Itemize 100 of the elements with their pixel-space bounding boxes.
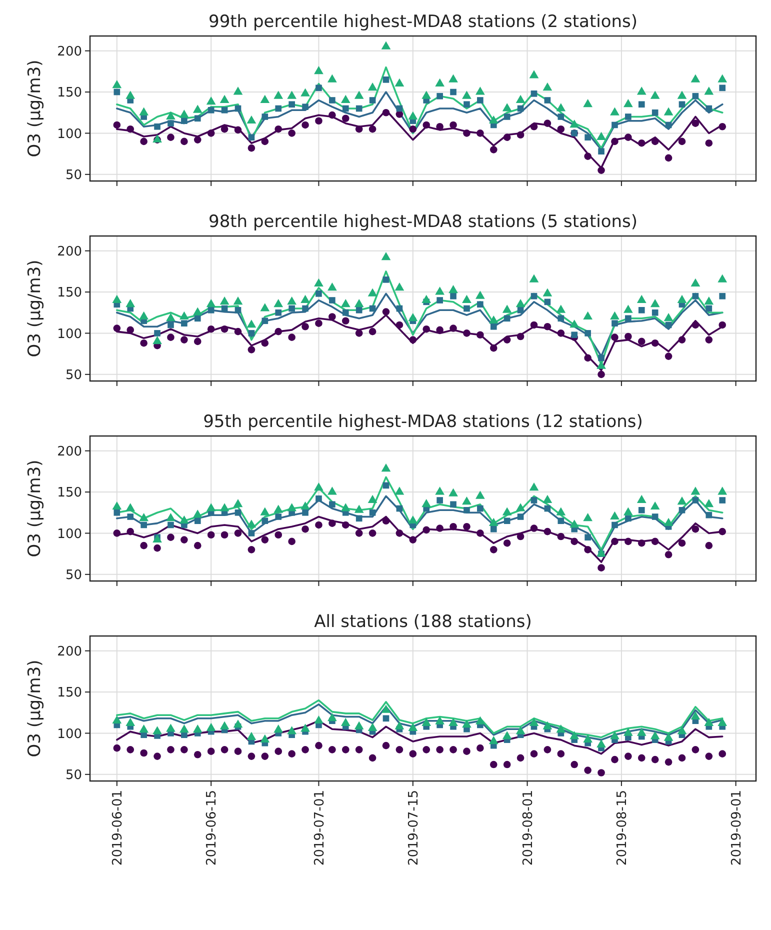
point — [636, 494, 646, 503]
point — [220, 125, 228, 133]
point — [570, 120, 580, 128]
point — [664, 550, 672, 558]
point — [544, 120, 552, 127]
y-axis-title: O3 (μg/m3) — [25, 460, 45, 558]
point — [168, 120, 174, 126]
point — [542, 494, 552, 503]
point — [355, 530, 363, 537]
point — [140, 522, 147, 528]
point — [476, 331, 484, 339]
point — [448, 74, 458, 82]
point — [504, 518, 510, 524]
point — [450, 88, 456, 96]
point — [180, 536, 188, 544]
point — [354, 298, 364, 308]
point — [476, 490, 485, 499]
point — [488, 518, 498, 526]
point — [422, 526, 430, 534]
point — [625, 515, 632, 522]
point — [677, 496, 687, 505]
point — [316, 290, 322, 297]
point — [356, 105, 362, 112]
y-axis-title: O3 (μg/m3) — [25, 260, 45, 358]
point — [422, 121, 430, 129]
point — [718, 528, 726, 536]
point — [288, 101, 295, 108]
point — [517, 306, 524, 314]
point — [665, 322, 672, 328]
point — [315, 117, 322, 125]
point — [436, 524, 444, 532]
point — [610, 511, 620, 520]
point — [692, 120, 700, 127]
point — [300, 501, 310, 510]
point — [112, 80, 122, 88]
point — [260, 303, 270, 312]
point — [381, 41, 391, 50]
point — [248, 346, 256, 354]
point — [220, 94, 230, 103]
point — [488, 115, 498, 124]
point — [436, 92, 443, 100]
point — [192, 307, 202, 316]
point — [557, 125, 565, 133]
point — [126, 528, 134, 536]
point — [504, 315, 510, 322]
point — [477, 301, 484, 308]
point — [192, 510, 202, 518]
point — [719, 292, 726, 300]
point — [450, 292, 456, 300]
point — [571, 332, 578, 338]
point — [394, 486, 404, 495]
point — [288, 305, 295, 312]
point — [233, 498, 243, 508]
point — [396, 321, 404, 329]
point — [368, 125, 376, 133]
point — [248, 144, 256, 152]
point — [368, 494, 378, 503]
point — [166, 312, 176, 322]
point — [314, 66, 324, 74]
point — [530, 122, 538, 130]
point — [206, 503, 216, 512]
point — [677, 90, 687, 99]
point — [340, 94, 350, 103]
point — [530, 524, 538, 532]
point — [302, 104, 308, 110]
point — [220, 296, 230, 305]
point — [274, 504, 284, 513]
point — [598, 166, 605, 174]
point — [529, 70, 539, 78]
point — [315, 521, 322, 529]
point — [664, 107, 674, 116]
point — [194, 518, 201, 524]
point — [598, 564, 605, 572]
point — [315, 320, 322, 327]
point — [544, 97, 551, 104]
point — [624, 538, 632, 546]
point — [690, 74, 700, 82]
point — [706, 305, 712, 312]
point — [382, 276, 390, 283]
point — [705, 139, 713, 147]
point — [302, 305, 308, 312]
point — [610, 107, 620, 116]
point — [112, 294, 122, 303]
y-tick-label: 150 — [57, 486, 82, 501]
point — [704, 86, 714, 95]
point — [180, 110, 189, 118]
point — [692, 525, 700, 533]
point — [529, 482, 539, 491]
point — [544, 528, 552, 536]
point — [464, 506, 470, 514]
point — [544, 322, 552, 330]
point — [677, 294, 687, 303]
point — [583, 98, 592, 108]
point — [194, 338, 202, 346]
point — [462, 90, 472, 99]
point — [166, 111, 176, 120]
point — [517, 105, 524, 112]
x-tick-label: 2019-06-15 — [204, 790, 220, 866]
point — [450, 324, 457, 332]
point — [369, 97, 376, 104]
